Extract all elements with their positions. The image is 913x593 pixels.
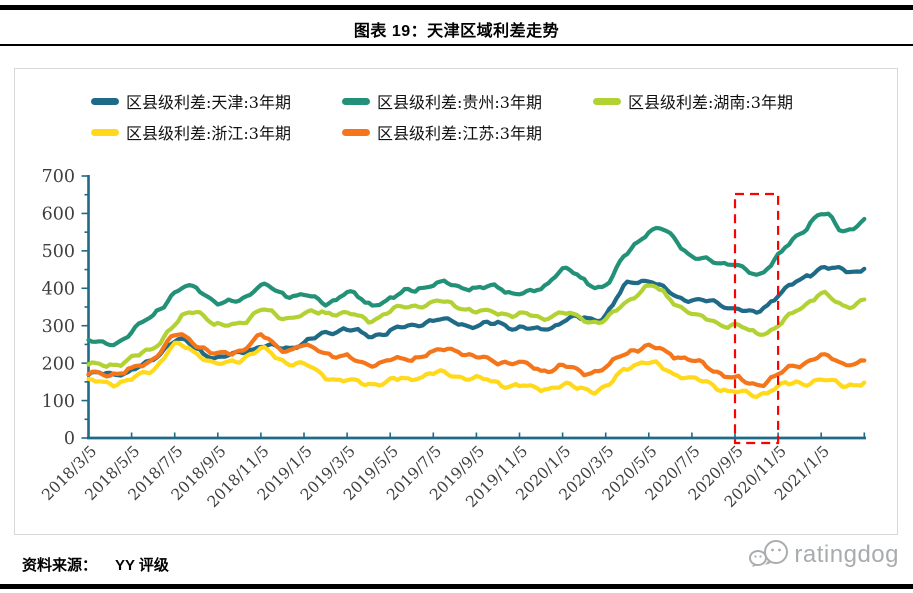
legend-item-guizhou: 区县级利差:贵州:3年期 [342, 89, 593, 113]
y-tick-label: 400 [42, 279, 75, 299]
legend-swatch-guizhou [342, 97, 370, 105]
legend-label-zhejiang: 区县级利差:浙江:3年期 [126, 124, 291, 143]
source-value: YY 评级 [115, 557, 169, 574]
legend-row: 区县级利差:浙江:3年期 区县级利差:江苏:3年期 [91, 120, 844, 144]
top-rule [0, 5, 913, 10]
line-chart: 01002003004005006007002018/3/52018/5/520… [38, 167, 867, 511]
legend-label-tianjin: 区县级利差:天津:3年期 [126, 93, 291, 112]
legend-row: 区县级利差:天津:3年期 区县级利差:贵州:3年期 区县级利差:湖南:3年期 [91, 89, 844, 113]
title-rule [0, 44, 913, 46]
y-tick-label: 100 [42, 392, 75, 412]
legend-swatch-zhejiang [91, 128, 119, 136]
legend-label-hunan: 区县级利差:湖南:3年期 [628, 93, 793, 112]
legend-item-hunan: 区县级利差:湖南:3年期 [593, 89, 844, 113]
source-label: 资料来源： [22, 557, 98, 574]
source-line: 资料来源： YY 评级 [22, 554, 169, 575]
series-line-zhejiang [86, 340, 867, 399]
series-line-jiangsu [86, 332, 867, 389]
dog-icon [749, 540, 789, 567]
chart-legend: 区县级利差:天津:3年期 区县级利差:贵州:3年期 区县级利差:湖南:3年期 区县级利… [91, 89, 844, 144]
y-tick-label: 600 [42, 205, 75, 225]
y-tick-label: 0 [64, 429, 75, 449]
legend-item-tianjin: 区县级利差:天津:3年期 [91, 89, 342, 113]
legend-swatch-jiangsu [342, 128, 370, 136]
legend-label-guizhou: 区县级利差:贵州:3年期 [377, 93, 542, 112]
chart-container: 0 100 200 300 400 500 600 700 2018/3/5 2018/5/5 20… [14, 68, 898, 535]
ratingdog-logo: ratingdog [748, 537, 899, 573]
y-tick-label: 700 [42, 167, 75, 187]
legend-swatch-tianjin [91, 97, 119, 105]
legend-label-jiangsu: 区县级利差:江苏:3年期 [377, 124, 542, 143]
y-tick-label: 200 [42, 354, 75, 374]
legend-item-zhejiang: 区县级利差:浙江:3年期 [91, 120, 342, 144]
highlight-box [733, 192, 780, 445]
y-tick-label: 500 [42, 242, 75, 262]
y-tick-label: 300 [42, 317, 75, 337]
logo-text: ratingdog [794, 541, 899, 568]
bottom-rule [0, 584, 913, 589]
legend-swatch-hunan [593, 97, 621, 105]
legend-item-jiangsu: 区县级利差:江苏:3年期 [342, 120, 593, 144]
page-title: 图表 19：天津区域利差走势 [353, 23, 560, 40]
